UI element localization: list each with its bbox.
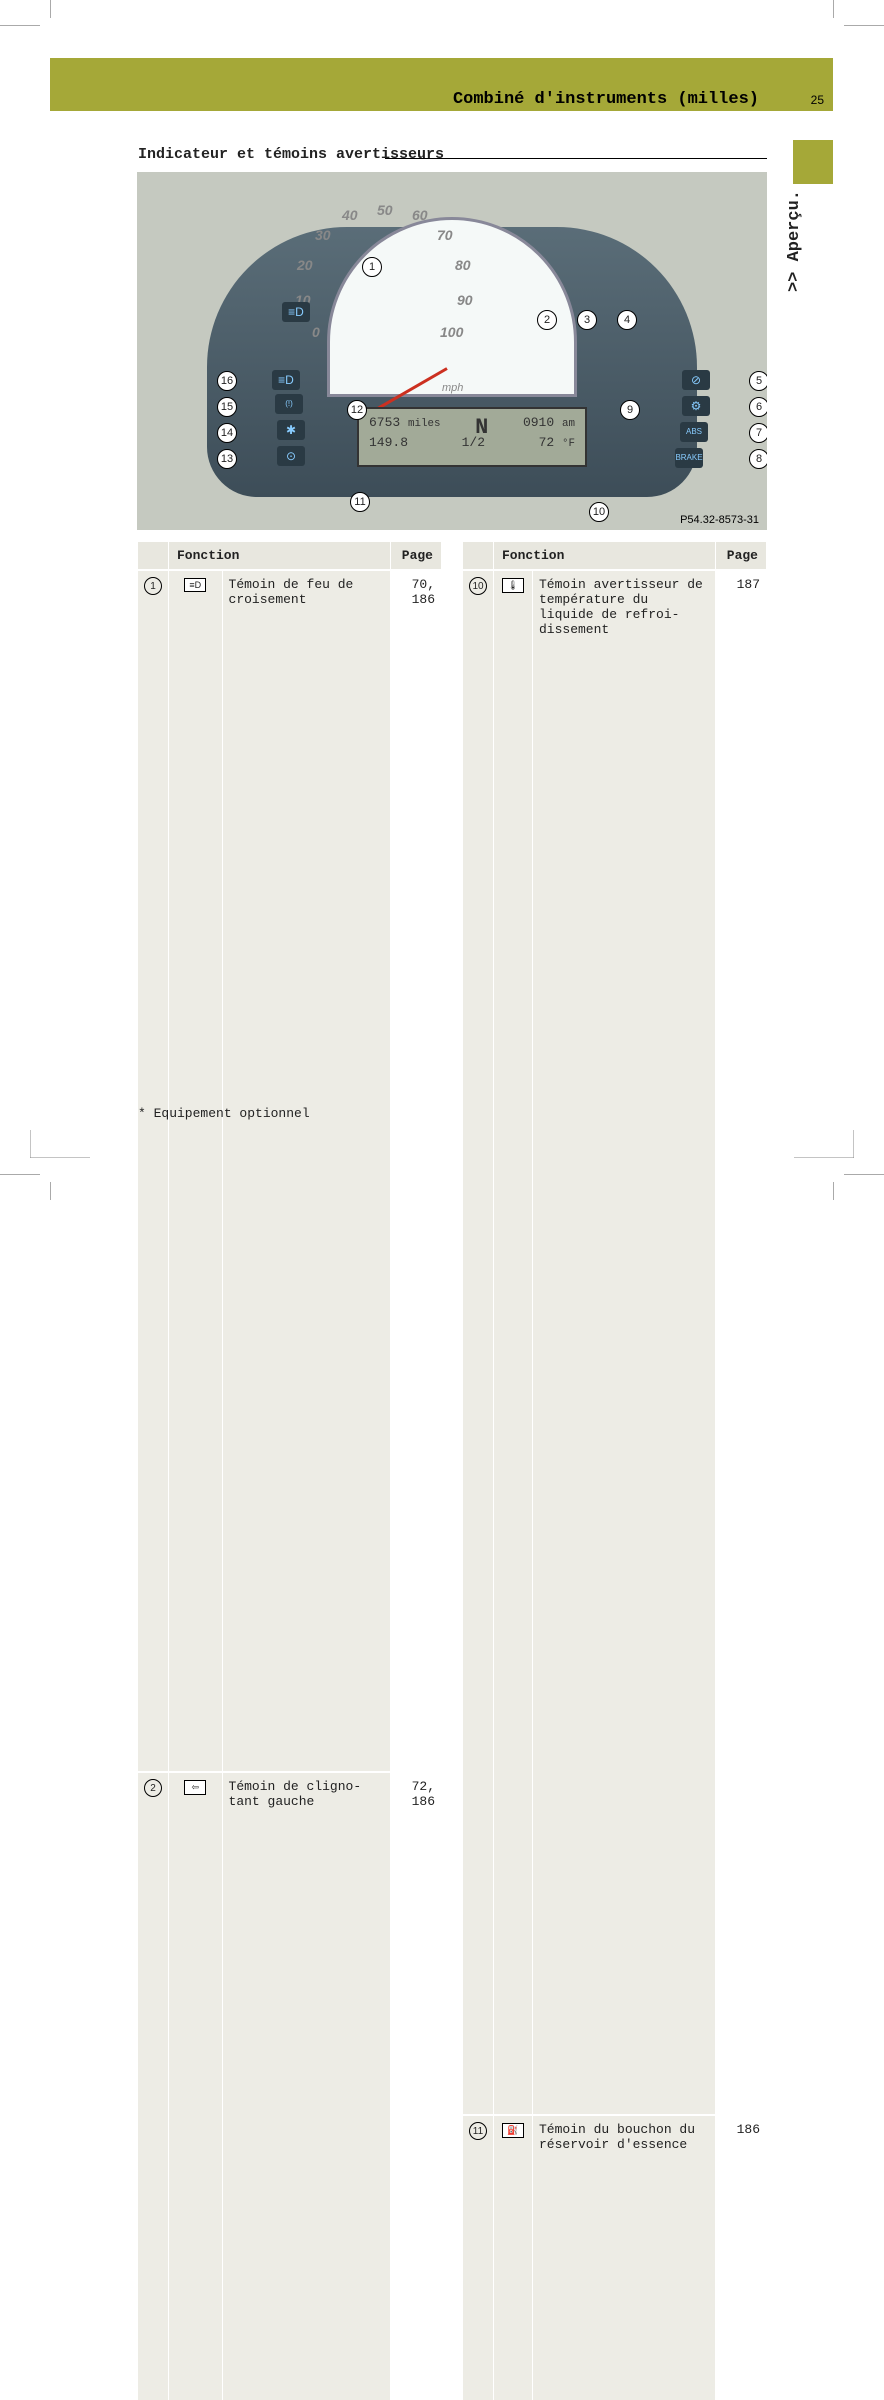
- callout-12: 12: [347, 400, 367, 420]
- row-fn: Témoin du bouchon du réservoir d'es­senc…: [533, 2116, 715, 2400]
- table-row: 2⇦Témoin de cligno­tant gauche72, 186: [138, 1773, 441, 2400]
- callout-13: 13: [217, 449, 237, 469]
- table-row: 10🌡Témoin avertisseur de température du …: [463, 571, 766, 2114]
- callout-2: 2: [537, 310, 557, 330]
- row-icon: ≡D: [169, 571, 222, 1771]
- section-tab-label: >> Aperçu.: [785, 190, 804, 292]
- warning-light-icon: (!): [275, 394, 303, 414]
- crop-mark: [0, 25, 40, 26]
- speedo-tick: 60: [412, 207, 428, 223]
- row-icon: 🌡: [494, 571, 532, 2114]
- callout-6: 6: [749, 397, 767, 417]
- warning-light-icon: BRAKE: [675, 448, 703, 468]
- row-page: 72, 186: [391, 1773, 441, 2400]
- row-num: 10: [463, 571, 493, 2114]
- lcd-fuel: 1/2: [462, 435, 485, 450]
- speedo-tick: 50: [377, 202, 393, 218]
- lcd-temp: 72: [539, 435, 555, 450]
- register-mark-left: [30, 1130, 90, 1158]
- function-tables: FonctionPage 1≡DTémoin de feu de croisem…: [137, 540, 767, 2400]
- row-num: 11: [463, 2116, 493, 2400]
- callout-1: 1: [362, 257, 382, 277]
- callout-15: 15: [217, 397, 237, 417]
- warning-light-icon: ⊙: [277, 446, 305, 466]
- page-title: Combiné d'instruments (milles): [453, 90, 759, 109]
- warning-light-icon: ⚙: [682, 396, 710, 416]
- row-fn: Témoin de cligno­tant gauche: [223, 1773, 390, 2400]
- instrument-cluster-figure: 0102030405060708090100 mph 6753 miles N …: [137, 172, 767, 530]
- callout-5: 5: [749, 371, 767, 391]
- row-page: 70, 186: [391, 571, 441, 1771]
- speedo-tick: 70: [437, 227, 453, 243]
- row-fn: Témoin de feu de croisement: [223, 571, 390, 1771]
- warning-light-icon: ⊘: [682, 370, 710, 390]
- page: Combiné d'instruments (milles) 25 >> Ape…: [0, 0, 884, 1200]
- crop-mark: [833, 1182, 834, 1200]
- lcd-display: 6753 miles N 0910 am 149.8 1/2 72 °F: [357, 407, 587, 467]
- table-row: 11⛽Témoin du bouchon du réservoir d'es­s…: [463, 2116, 766, 2400]
- speedo-unit: mph: [442, 382, 463, 394]
- speedometer: [327, 217, 577, 397]
- callout-8: 8: [749, 449, 767, 469]
- figure-ref: P54.32-8573-31: [680, 514, 759, 526]
- section-title: Indicateur et témoins avertisseurs: [138, 146, 444, 163]
- warning-light-icon: ≡D: [282, 302, 310, 322]
- callout-3: 3: [577, 310, 597, 330]
- crop-mark: [0, 1174, 40, 1175]
- lcd-odo: 6753: [369, 415, 400, 430]
- row-page: 186: [716, 2116, 766, 2400]
- callout-14: 14: [217, 423, 237, 443]
- callout-11: 11: [350, 492, 370, 512]
- speedo-tick: 20: [297, 257, 313, 273]
- crop-mark: [50, 1182, 51, 1200]
- warning-light-icon: ✱: [277, 420, 305, 440]
- register-mark-right: [794, 1130, 854, 1158]
- crop-mark: [833, 0, 834, 18]
- lcd-clock: 0910: [523, 415, 554, 430]
- lcd-trip: 149.8: [369, 435, 408, 450]
- crop-mark: [844, 1174, 884, 1175]
- crop-mark: [50, 0, 51, 18]
- callout-9: 9: [620, 400, 640, 420]
- right-table: FonctionPage 10🌡Témoin avertisseur de te…: [462, 540, 767, 2400]
- section-rule: [385, 158, 767, 159]
- row-page: 187: [716, 571, 766, 2114]
- row-icon: ⇦: [169, 1773, 222, 2400]
- speedo-tick: 90: [457, 292, 473, 308]
- left-table: FonctionPage 1≡DTémoin de feu de croisem…: [137, 540, 442, 2400]
- speedo-tick: 80: [455, 257, 471, 273]
- speedo-tick: 100: [440, 324, 463, 340]
- page-number: 25: [811, 93, 824, 107]
- speedo-tick: 40: [342, 207, 358, 223]
- row-num: 2: [138, 1773, 168, 2400]
- row-num: 1: [138, 571, 168, 1771]
- speedo-tick: 30: [315, 227, 331, 243]
- warning-light-icon: ABS: [680, 422, 708, 442]
- callout-4: 4: [617, 310, 637, 330]
- section-tab: [793, 140, 833, 184]
- row-icon: ⛽: [494, 2116, 532, 2400]
- callout-7: 7: [749, 423, 767, 443]
- table-row: 1≡DTémoin de feu de croisement70, 186: [138, 571, 441, 1771]
- row-fn: Témoin avertisseur de température du liq…: [533, 571, 715, 2114]
- warning-light-icon: ≡D: [272, 370, 300, 390]
- footnote: * Equipement optionnel: [138, 1106, 310, 1121]
- callout-10: 10: [589, 502, 609, 522]
- crop-mark: [844, 25, 884, 26]
- callout-16: 16: [217, 371, 237, 391]
- speedo-tick: 0: [312, 324, 320, 340]
